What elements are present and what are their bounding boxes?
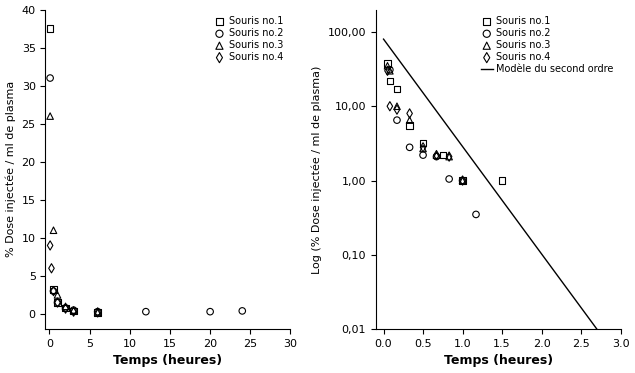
Souris no.2 (45, 75, 55, 81)
Souris no.1 (48, 286, 58, 292)
Souris no.4 (418, 144, 428, 150)
Souris no.2 (93, 309, 103, 315)
Souris no.4 (431, 152, 441, 158)
Souris no.1 (93, 310, 103, 316)
Souris no.2 (457, 178, 467, 184)
Souris no.3 (69, 307, 79, 313)
Souris no.4 (53, 300, 63, 305)
Souris no.3 (418, 145, 428, 151)
Souris no.3 (385, 68, 395, 74)
Souris no.3 (382, 63, 392, 69)
Souris no.2 (418, 152, 428, 158)
Souris no.4 (69, 309, 79, 315)
Souris no.3 (53, 292, 63, 298)
Souris no.2 (60, 305, 70, 311)
Souris no.1 (385, 78, 395, 84)
Souris no.2 (431, 154, 441, 160)
Souris no.1 (418, 140, 428, 146)
Souris no.3 (48, 227, 58, 233)
X-axis label: Temps (heures): Temps (heures) (444, 354, 552, 367)
Souris no.3 (404, 117, 415, 123)
Souris no.4 (48, 288, 58, 294)
Souris no.2 (69, 307, 79, 313)
Souris no.1 (382, 60, 392, 66)
X-axis label: Temps (heures): Temps (heures) (114, 354, 222, 367)
Souris no.4 (46, 265, 57, 271)
Souris no.4 (392, 107, 402, 113)
Souris no.4 (60, 305, 70, 311)
Souris no.4 (93, 310, 103, 316)
Souris no.4 (45, 242, 55, 248)
Souris no.2 (48, 288, 58, 294)
Souris no.1 (438, 152, 448, 158)
Y-axis label: Log (% Dose injectée / ml de plasma): Log (% Dose injectée / ml de plasma) (311, 65, 322, 273)
Souris no.1 (392, 86, 402, 92)
Souris no.1 (53, 300, 63, 305)
Y-axis label: % Dose injectée / ml de plasma: % Dose injectée / ml de plasma (6, 81, 16, 257)
Souris no.3 (444, 154, 454, 160)
Souris no.3 (431, 152, 441, 158)
Souris no.4 (444, 154, 454, 160)
Legend: Souris no.1, Souris no.2, Souris no.3, Souris no.4, Modèle du second ordre: Souris no.1, Souris no.2, Souris no.3, S… (479, 15, 616, 76)
Legend: Souris no.1, Souris no.2, Souris no.3, Souris no.4: Souris no.1, Souris no.2, Souris no.3, S… (211, 15, 286, 64)
Souris no.2 (205, 309, 215, 315)
Souris no.1 (497, 178, 507, 184)
Souris no.3 (457, 178, 467, 184)
Souris no.3 (392, 103, 402, 109)
Souris no.2 (53, 300, 63, 305)
Souris no.2 (141, 309, 151, 315)
Souris no.2 (237, 308, 248, 314)
Souris no.1 (457, 178, 467, 184)
Souris no.3 (60, 303, 70, 309)
Souris no.1 (45, 26, 55, 32)
Souris no.2 (404, 144, 415, 150)
Souris no.4 (385, 103, 395, 109)
Souris no.2 (385, 67, 395, 73)
Souris no.4 (404, 110, 415, 116)
Souris no.4 (457, 178, 467, 184)
Souris no.1 (404, 123, 415, 129)
Souris no.2 (444, 176, 454, 182)
Souris no.1 (60, 305, 70, 311)
Souris no.4 (382, 68, 392, 74)
Souris no.2 (471, 211, 481, 217)
Souris no.1 (69, 308, 79, 314)
Souris no.3 (45, 113, 55, 119)
Souris no.3 (93, 310, 103, 316)
Souris no.2 (392, 117, 402, 123)
